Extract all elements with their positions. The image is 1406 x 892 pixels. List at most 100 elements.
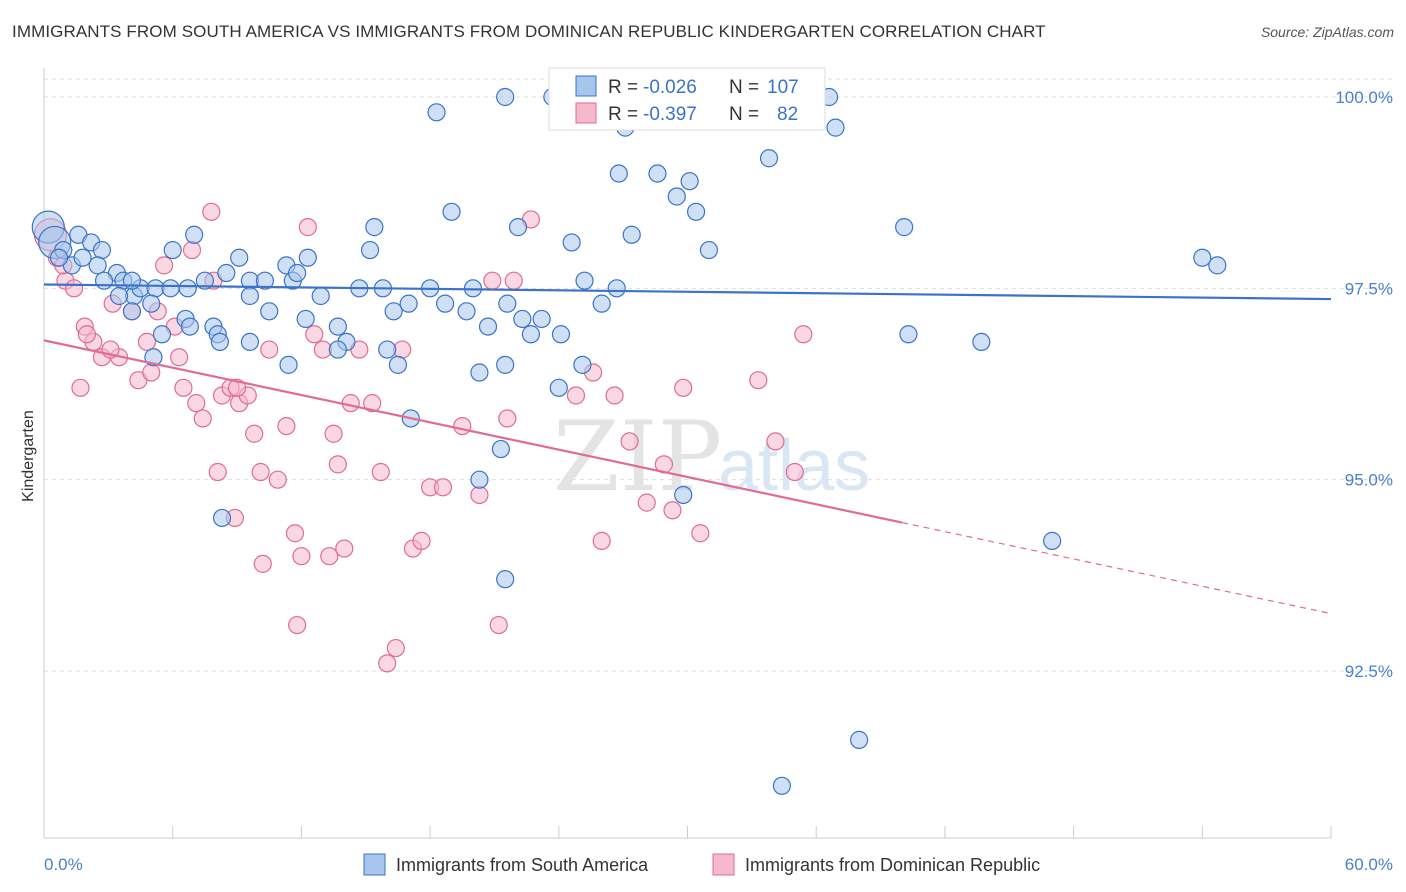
stats-n-value-2: 82 xyxy=(777,104,798,125)
dominican-point-64 xyxy=(674,378,693,397)
south-america-point-106 xyxy=(49,248,69,267)
south-america-point-64 xyxy=(759,149,779,168)
south-america-point-49 xyxy=(680,172,699,191)
series-south-america-points xyxy=(31,87,1227,795)
south-america-point-72 xyxy=(549,378,568,397)
south-america-point-99 xyxy=(210,332,229,352)
south-america-point-81 xyxy=(142,294,161,313)
south-america-point-41 xyxy=(532,309,551,329)
dominican-point-25 xyxy=(245,424,264,443)
south-america-point-87 xyxy=(212,508,232,528)
south-america-point-46 xyxy=(667,187,686,206)
south-america-point-65 xyxy=(1208,256,1227,275)
south-america-point-105 xyxy=(73,248,92,267)
south-america-point-15 xyxy=(163,240,182,260)
dominican-point-67 xyxy=(766,432,785,451)
legend-label-south-america: Immigrants from South America xyxy=(396,855,649,875)
south-america-point-35 xyxy=(436,294,455,313)
south-america-point-18 xyxy=(217,263,236,283)
dominican-point-41 xyxy=(371,462,390,482)
dominican-point-71 xyxy=(253,554,272,573)
south-america-point-70 xyxy=(592,294,611,313)
source-label: Source: ZipAtlas.com xyxy=(1260,24,1394,40)
south-america-point-69 xyxy=(895,218,914,237)
stats-box: R = -0.026 N = 107 R = -0.397 N = 82 xyxy=(548,67,826,131)
south-america-point-31 xyxy=(384,302,403,321)
trend-lines xyxy=(43,283,1332,615)
dominican-point-61 xyxy=(637,493,656,512)
dominican-point-77 xyxy=(71,378,90,397)
south-america-point-47 xyxy=(686,202,706,221)
dominican-point-80 xyxy=(227,378,247,397)
south-america-point-50 xyxy=(648,164,667,183)
dominican-point-46 xyxy=(412,531,431,550)
south-america-point-24 xyxy=(296,309,315,329)
south-america-point-33 xyxy=(378,340,397,359)
south-america-point-36 xyxy=(457,302,476,321)
south-america-point-71 xyxy=(573,355,592,374)
south-america-point-92 xyxy=(1043,531,1062,550)
dominican-point-18 xyxy=(193,409,212,428)
south-america-point-25 xyxy=(311,286,330,306)
stats-r-label-2: R = xyxy=(608,104,638,125)
south-america-point-75 xyxy=(470,363,489,382)
south-america-point-104 xyxy=(122,302,142,321)
south-america-point-93 xyxy=(496,570,515,589)
y-tick-label-0: 92.5% xyxy=(1345,662,1393,681)
stats-n-value-1: 107 xyxy=(767,77,799,98)
stats-n-label-1: N = xyxy=(729,77,759,98)
stats-swatch-blue xyxy=(575,75,597,97)
south-america-point-45 xyxy=(622,225,641,244)
stats-r-value-2: -0.397 xyxy=(643,104,697,125)
dominican-point-53 xyxy=(504,271,523,290)
dominican-point-49 xyxy=(453,416,472,436)
south-america-point-77 xyxy=(328,340,347,359)
south-america-point-16 xyxy=(195,271,214,290)
south-america-point-74 xyxy=(513,309,532,329)
y-tick-label-1: 95.0% xyxy=(1345,471,1393,490)
dominican-point-56 xyxy=(566,386,586,405)
south-america-point-102 xyxy=(279,355,298,374)
trend-line-dominican-extension xyxy=(901,521,1332,615)
dominican-point-35 xyxy=(320,547,339,566)
south-america-point-90 xyxy=(470,470,489,489)
legend-swatch-dominican xyxy=(712,853,735,876)
south-america-point-26 xyxy=(328,317,347,336)
south-america-point-55 xyxy=(365,218,384,237)
south-america-point-63 xyxy=(826,118,845,137)
dominican-point-65 xyxy=(691,524,710,543)
south-america-point-103 xyxy=(185,225,204,244)
dominican-point-36 xyxy=(328,455,347,474)
watermark: ZIP atlas xyxy=(553,401,870,513)
dominican-point-68 xyxy=(785,462,804,482)
south-america-point-56 xyxy=(427,103,446,122)
y-axis-title: Kindergarten xyxy=(20,410,37,502)
south-america-point-43 xyxy=(575,271,594,290)
dominican-point-69 xyxy=(794,325,813,344)
south-america-point-57 xyxy=(496,87,515,107)
stats-swatch-pink xyxy=(575,102,597,124)
dominican-point-37 xyxy=(335,539,354,558)
south-america-point-52 xyxy=(562,233,581,252)
watermark-zip: ZIP xyxy=(553,401,722,513)
dominican-point-63 xyxy=(663,501,682,520)
south-america-point-98 xyxy=(298,248,317,267)
south-america-point-85 xyxy=(152,325,172,344)
dominican-point-13 xyxy=(155,256,174,275)
south-america-point-91 xyxy=(674,485,693,505)
y-tick-label-2: 97.5% xyxy=(1345,279,1393,298)
x-tick-label-1: 60.0% xyxy=(1345,855,1393,874)
dominican-point-31 xyxy=(292,547,311,566)
dominican-point-27 xyxy=(260,340,279,359)
south-america-point-94 xyxy=(849,730,869,749)
south-america-point-42 xyxy=(551,325,571,344)
dominican-point-58 xyxy=(592,531,611,550)
dominican-point-74 xyxy=(170,348,189,367)
south-america-point-89 xyxy=(491,439,510,459)
legend: Immigrants from South America Immigrants… xyxy=(363,853,1040,876)
dominican-point-17 xyxy=(187,394,206,413)
dominican-point-73 xyxy=(324,424,343,443)
dominican-point-29 xyxy=(277,416,296,436)
trend-line-dominican xyxy=(43,339,903,524)
